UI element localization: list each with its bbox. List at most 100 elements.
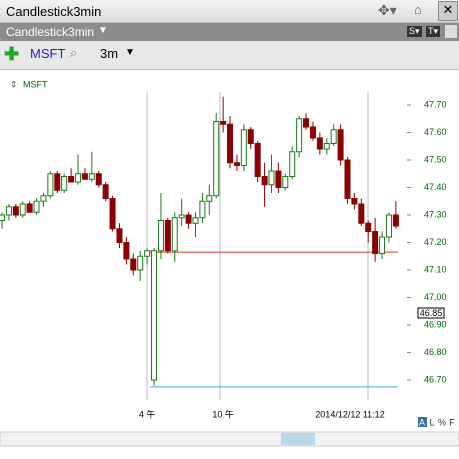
candle-body (365, 222, 372, 232)
y-tick-label: 47.70 (424, 99, 447, 109)
lookup-icon[interactable]: ⌕ (70, 45, 78, 60)
candle-body (296, 118, 303, 153)
candle-body (392, 214, 399, 227)
pin-icon: ⇕ (10, 79, 18, 89)
tab-bar: Candlestick3min ▼ S▾ T▾ (0, 23, 459, 41)
candle-body (81, 173, 88, 180)
candle-body (116, 228, 123, 243)
candle-body (95, 173, 102, 186)
candle-body (33, 200, 40, 213)
candle-body (227, 123, 234, 164)
candle-body (379, 236, 386, 254)
move-icon[interactable]: ✥▾ (378, 2, 397, 18)
y-tick-label: 47.50 (424, 154, 447, 164)
candle-body (109, 198, 116, 230)
x-tick-label: 10 午 (212, 408, 234, 419)
candle-body (316, 137, 323, 150)
scale-button[interactable]: L (429, 417, 434, 427)
candle-body (47, 173, 54, 197)
candle-body (358, 203, 365, 224)
y-tick-label: 46.90 (424, 319, 447, 329)
candle-body (123, 242, 130, 260)
candle-body (268, 170, 275, 186)
candle-body (12, 206, 19, 216)
candle-body (26, 203, 33, 213)
candle-body (19, 203, 26, 216)
candle-body (164, 220, 171, 252)
y-tick-label: 46.70 (424, 374, 447, 384)
x-tick-label: 4 午 (139, 408, 156, 419)
t-button[interactable]: T▾ (426, 26, 441, 37)
candle-body (233, 162, 240, 166)
print-icon[interactable]: ⌂ (414, 2, 422, 17)
candle-body (351, 198, 358, 205)
candle-body (151, 250, 158, 381)
y-tick-label: 47.30 (424, 209, 447, 219)
price-marker: 46.85 (420, 308, 443, 318)
tab-title[interactable]: Candlestick3min (6, 25, 95, 39)
add-icon[interactable]: ✚ (4, 44, 20, 64)
y-tick-label: 47.60 (424, 127, 447, 137)
window-title: Candlestick3min (6, 4, 102, 19)
candle-body (303, 118, 310, 128)
title-bar: Candlestick3min ✥▾ ⌂ ✕ (0, 0, 459, 23)
scale-button[interactable]: % (438, 417, 446, 427)
y-tick-label: 46.80 (424, 347, 447, 357)
candle-body (54, 173, 61, 191)
candle-body (282, 176, 289, 188)
candle-body (185, 214, 192, 224)
y-tick-label: 47.40 (424, 182, 447, 192)
candle-body (289, 151, 296, 177)
candle-body (261, 176, 268, 186)
candle-body (5, 206, 12, 216)
toolbar: ✚ MSFT ⌕ 3m ▼ (0, 41, 459, 70)
scale-button[interactable]: A (419, 417, 425, 427)
y-tick-label: 47.20 (424, 237, 447, 247)
candle-body (206, 195, 213, 202)
interval[interactable]: 3m (100, 46, 119, 61)
candle-body (88, 173, 95, 180)
candle-body (137, 255, 144, 271)
candle-body (40, 195, 47, 202)
candle-body (275, 170, 282, 188)
candle-body (309, 126, 316, 139)
candle-body (337, 129, 344, 161)
candle-body (199, 200, 206, 219)
candle-body (247, 129, 254, 144)
candle-body (144, 250, 151, 257)
save-icon[interactable] (445, 25, 457, 38)
y-tick-label: 47.10 (424, 264, 447, 274)
interval-arrow[interactable]: ▼ (125, 47, 135, 58)
candle-body (130, 258, 137, 271)
candle-body (178, 214, 185, 219)
candle-body (68, 176, 75, 183)
candle-body (385, 214, 392, 238)
scroll-thumb (281, 433, 315, 445)
candle-body (102, 184, 109, 199)
candle-body (0, 214, 5, 221)
candle-body (157, 220, 164, 252)
candle-body (372, 231, 379, 254)
chart-symbol: MSFT (23, 79, 48, 89)
candle-body (344, 159, 351, 199)
symbol[interactable]: MSFT (30, 46, 66, 61)
candle-body (330, 129, 337, 144)
scale-button[interactable]: F (449, 417, 455, 427)
close-button[interactable]: ✕ (438, 1, 458, 21)
tab-arrow[interactable]: ▼ (98, 25, 108, 36)
candle-body (213, 121, 220, 197)
price-box (417, 307, 445, 319)
scrollbar (0, 431, 459, 447)
y-tick-label: 47.00 (424, 292, 447, 302)
candle-body (75, 173, 82, 183)
candle-body (220, 121, 227, 125)
candle-body (323, 143, 330, 150)
candle-body (192, 217, 199, 224)
candle-body (254, 143, 261, 177)
scale-a-box (418, 417, 427, 427)
s-button[interactable]: S▾ (407, 26, 422, 37)
candle-body (171, 217, 178, 252)
timestamp: 2014/12/12 11:12 (315, 409, 384, 419)
candle-body (61, 176, 68, 191)
